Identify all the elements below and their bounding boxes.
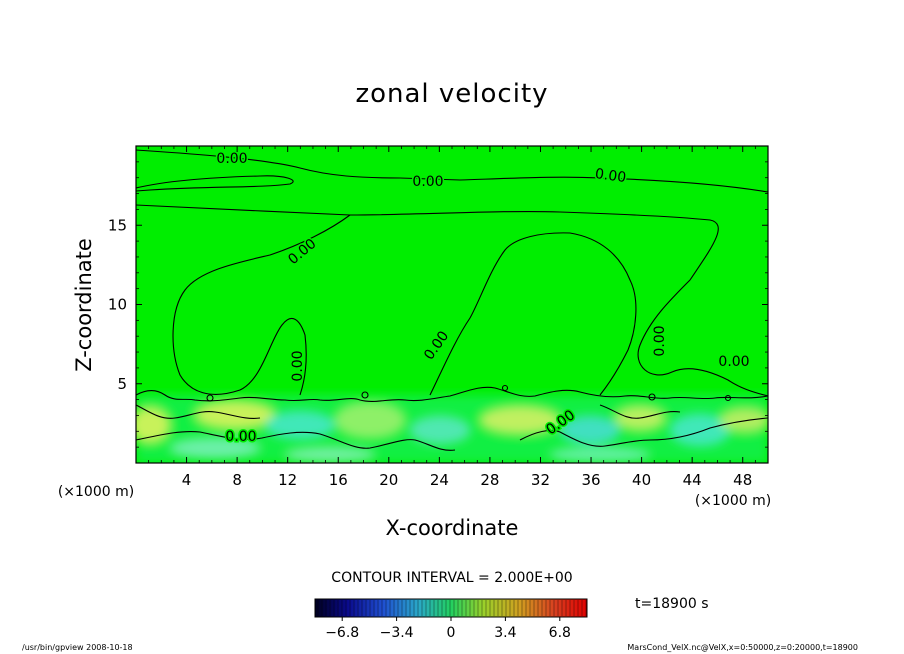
- x-axis-unit: (×1000 m): [695, 493, 771, 509]
- contour-label: 0.00: [216, 151, 247, 167]
- y-axis-unit: (×1000 m): [58, 484, 134, 500]
- x-tick-label: 44: [683, 471, 702, 489]
- colorbar-tick-label: −6.8: [325, 625, 359, 641]
- x-tick-label: 8: [232, 471, 242, 489]
- x-tick-label: 24: [430, 471, 449, 489]
- colorbar-ticks: −6.8 −3.4 0 3.4 6.8: [325, 617, 571, 641]
- contour-lines: [136, 149, 768, 451]
- x-tick-label: 40: [632, 471, 651, 489]
- y-tick-label: 10: [108, 296, 127, 314]
- x-tick-label: 32: [531, 471, 550, 489]
- colorbar-gradient: [315, 599, 587, 617]
- x-tick-label: 20: [379, 471, 398, 489]
- contour-label: 0.00: [290, 350, 306, 381]
- x-axis: 4 8 12 16 20 24 28 32 36 40 44 48: [148, 146, 756, 489]
- contour-label: 0.00: [718, 354, 749, 370]
- x-tick-label: 4: [182, 471, 192, 489]
- chart-title: zonal velocity: [355, 79, 548, 109]
- time-label: t=18900 s: [635, 596, 709, 612]
- x-tick-label: 28: [480, 471, 499, 489]
- colorbar-tick-label: 0: [447, 625, 456, 641]
- field-shading: [136, 395, 768, 463]
- contour-label: 0.00: [652, 325, 668, 356]
- x-tick-label: 12: [278, 471, 297, 489]
- plot-area: 0.00 0.00 0.00 0.00 0.00 0.00 0.00 0.00 …: [135, 145, 769, 464]
- colorbar-stripes: [317, 600, 587, 616]
- contour-label: 0.00: [225, 429, 256, 445]
- y-tick-label: 15: [108, 216, 127, 234]
- footer-left: /usr/bin/gpview 2008-10-18: [22, 643, 133, 652]
- y-axis: 5 10 15: [108, 161, 768, 448]
- x-tick-label: 36: [581, 471, 600, 489]
- y-axis-label: Z-coordinate: [72, 238, 96, 372]
- contour-label: 0.00: [412, 174, 443, 190]
- colorbar-tick-label: −3.4: [380, 625, 414, 641]
- x-tick-label: 48: [733, 471, 752, 489]
- colorbar-tick-label: 3.4: [494, 625, 516, 641]
- x-tick-label: 16: [329, 471, 348, 489]
- colorbar: −6.8 −3.4 0 3.4 6.8: [314, 598, 588, 641]
- contour-interval-text: CONTOUR INTERVAL = 2.000E+00: [331, 570, 572, 586]
- x-axis-label: X-coordinate: [386, 516, 519, 540]
- y-tick-label: 5: [117, 375, 127, 393]
- colorbar-tick-label: 6.8: [549, 625, 571, 641]
- footer-right: MarsCond_VelX.nc@VelX,x=0:50000,z=0:2000…: [627, 643, 858, 652]
- contour-label: 0.00: [594, 166, 627, 186]
